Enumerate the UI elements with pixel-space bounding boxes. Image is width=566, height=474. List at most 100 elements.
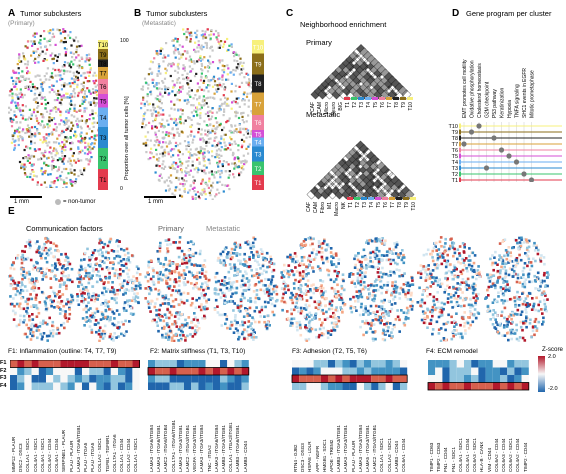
factor-map-spot: [282, 280, 286, 284]
tissue-spot: [248, 85, 251, 88]
tissue-spot: [239, 57, 242, 60]
factor-map-spot: [283, 263, 286, 267]
tissue-spot: [240, 160, 243, 163]
factor-map-spot: [250, 268, 253, 272]
tissue-spot: [62, 28, 65, 31]
factor-map-spot: [241, 294, 245, 297]
factor-map-spot: [260, 305, 264, 309]
tissue-spot: [244, 159, 247, 162]
factor-map-spot: [247, 320, 251, 323]
tissue-spot: [23, 148, 26, 152]
factor-map-spot: [234, 327, 238, 330]
factor-map-spot: [106, 305, 110, 308]
factor-map-spot: [166, 285, 170, 289]
factor-map-spot: [374, 315, 378, 318]
factor-map-spot: [45, 260, 49, 264]
enrichment-cell: [383, 189, 394, 200]
tissue-spot: [74, 136, 77, 139]
tissue-spot: [167, 176, 170, 179]
factor-map-spot: [76, 299, 79, 302]
factor-map-spot: [184, 256, 188, 259]
tissue-spot: [225, 170, 228, 173]
factor-map-spot: [410, 276, 414, 280]
factor-map-spot: [42, 321, 46, 324]
factor-map-spot: [54, 262, 57, 265]
factor-map-spot: [358, 273, 362, 277]
factor-map-spot: [235, 280, 239, 283]
factor-map-spot: [238, 253, 242, 256]
tissue-spot: [9, 117, 12, 120]
tissue-spot: [177, 149, 180, 152]
factor-map-spot: [317, 242, 321, 245]
tissue-spot: [175, 128, 179, 131]
factor-map-spot: [249, 297, 252, 300]
factor-map-spot: [424, 276, 428, 279]
tissue-spot: [34, 98, 37, 101]
factor-map-spot: [385, 250, 389, 254]
tissue-spot: [77, 146, 80, 149]
tissue-spot: [164, 88, 167, 91]
factor-map-spot: [80, 283, 84, 287]
tissue-spot: [54, 107, 58, 110]
factor-map-spot: [255, 250, 259, 254]
factor-map-spot: [237, 337, 240, 341]
factor-map-spot: [34, 298, 38, 301]
factor-map-spot: [250, 336, 254, 339]
factor-map-spot: [226, 326, 229, 330]
tissue-spot: [11, 100, 14, 103]
tissue-spot: [199, 116, 202, 120]
factor-map-spot: [125, 288, 128, 291]
tissue-spot: [248, 78, 251, 81]
factor-map-spot: [454, 333, 457, 336]
factor-map-spot: [308, 304, 311, 308]
tissue-spot: [155, 52, 158, 55]
tissue-spot: [198, 96, 201, 100]
factor-map-spot: [342, 288, 346, 292]
neighbor-label: NK: [341, 201, 347, 209]
factor-map-spot: [161, 273, 165, 277]
factor-map-spot: [369, 251, 372, 255]
tissue-spot: [52, 28, 55, 31]
tissue-spot: [191, 67, 194, 71]
factor-map-spot: [398, 254, 401, 258]
tissue-spot: [183, 140, 187, 143]
factor-map-spot: [401, 288, 405, 292]
factor-map-spot: [293, 252, 297, 255]
tissue-spot: [174, 56, 177, 59]
tissue-spot: [238, 73, 241, 76]
factor-map-spot: [364, 307, 367, 310]
factor-map-spot: [214, 292, 217, 295]
factor-map-spot: [60, 277, 63, 280]
tissue-spot: [176, 38, 179, 41]
tissue-spot: [49, 173, 52, 176]
tissue-spot: [62, 187, 65, 188]
tissue-spot: [152, 155, 155, 159]
factor-map-spot: [341, 301, 345, 305]
factor-map-spot: [239, 270, 242, 273]
tissue-spot: [70, 44, 73, 47]
factor-map-spot: [83, 324, 86, 327]
factor-map-spot: [195, 325, 199, 328]
factor-map-spot: [453, 251, 457, 255]
tissue-spot: [214, 156, 217, 159]
tissue-spot: [161, 152, 164, 155]
tissue-spot: [151, 78, 154, 81]
factor-map-spot: [54, 278, 58, 281]
tissue-spot: [205, 102, 208, 105]
factor-map-spot: [35, 293, 38, 297]
tissue-spot: [171, 39, 174, 42]
tissue-spot: [242, 93, 245, 96]
factor-map-spot: [165, 281, 168, 285]
tissue-spot: [14, 104, 18, 107]
factor-map-spot: [63, 281, 66, 284]
tissue-spot: [47, 156, 50, 159]
factor-map-spot: [43, 271, 46, 275]
stack-label-t10: T10: [253, 45, 264, 51]
factor-map-spot: [111, 261, 115, 264]
factor-map-spot: [232, 309, 235, 312]
factor-map-spot: [238, 323, 242, 327]
factor-map-spot: [338, 294, 341, 297]
tissue-spot: [76, 125, 79, 129]
factor-map-spot: [30, 305, 33, 308]
factor-map-spot: [65, 284, 68, 288]
